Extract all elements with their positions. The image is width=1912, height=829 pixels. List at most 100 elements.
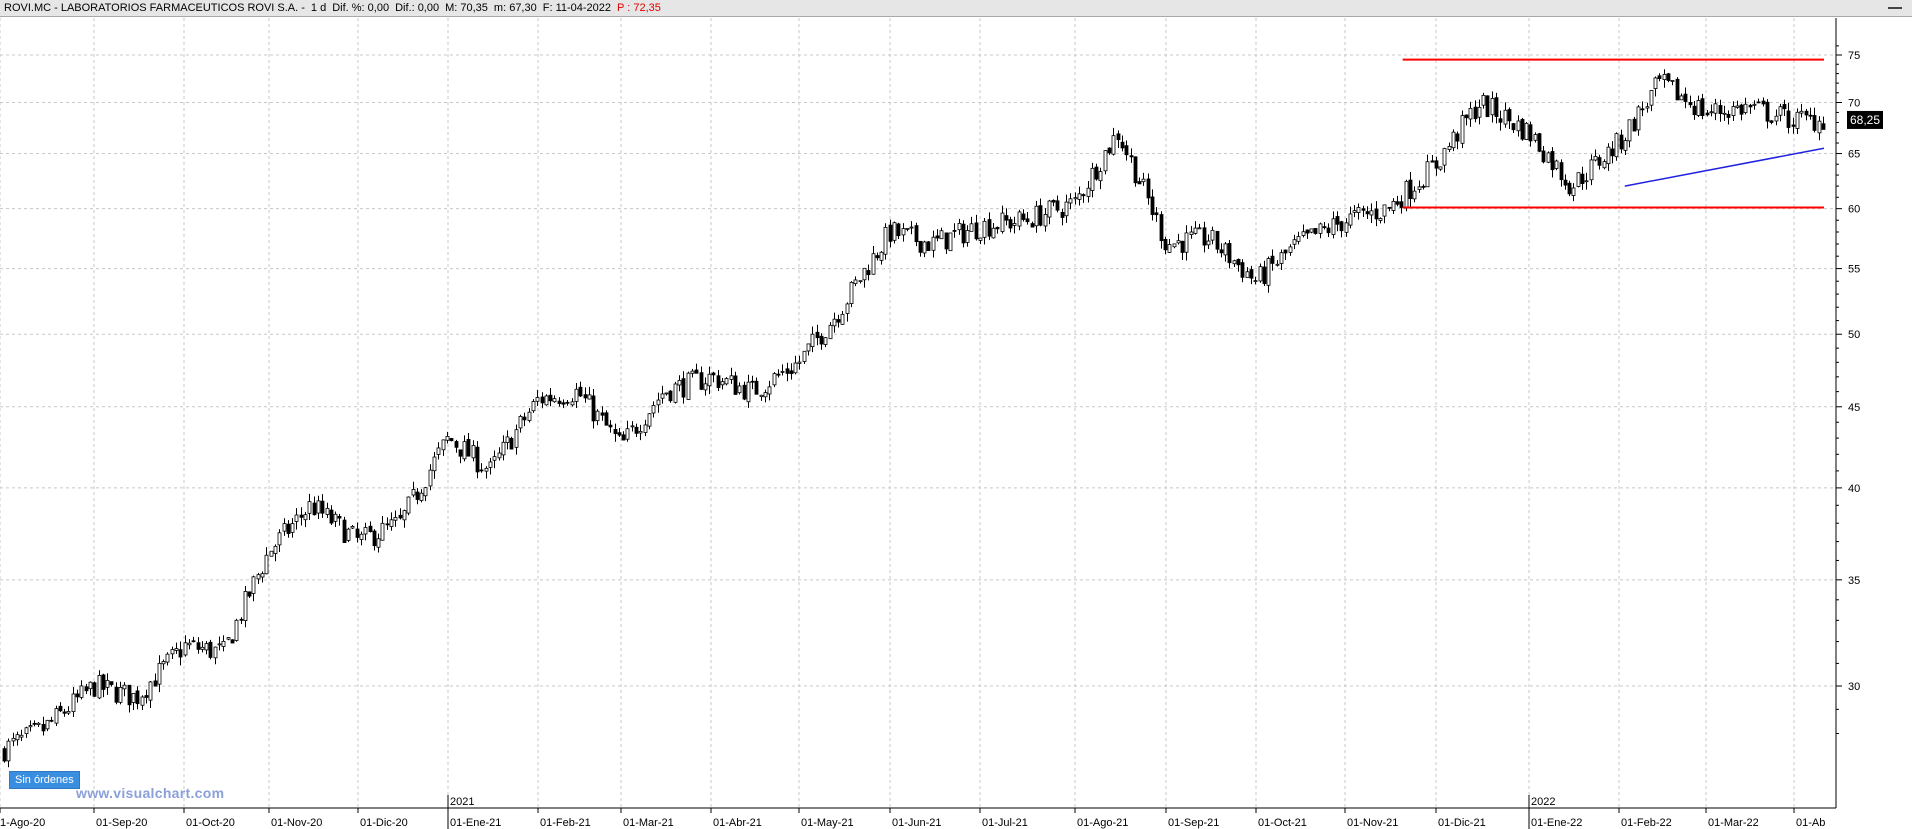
candle-body <box>1365 211 1370 215</box>
candle-body <box>853 279 858 284</box>
candle-body <box>1602 161 1607 169</box>
candle-body <box>303 514 308 521</box>
candle-body <box>1649 90 1654 106</box>
candle-body <box>681 378 686 398</box>
candle-body <box>471 444 476 459</box>
orders-badge[interactable]: Sin órdenes <box>9 771 80 789</box>
candle-body <box>1442 148 1447 166</box>
x-tick-label: 01-Ab <box>1796 817 1825 829</box>
candle-body <box>1451 131 1456 149</box>
candle-body <box>694 369 699 374</box>
candle-body <box>1528 124 1533 142</box>
candle-body <box>97 675 102 699</box>
candle-body <box>1249 269 1254 279</box>
candle-body <box>1795 111 1800 129</box>
y-tick-label: 65 <box>1848 149 1860 161</box>
trendline <box>1624 147 1825 187</box>
candle-body <box>583 394 588 399</box>
candle-body <box>114 686 119 703</box>
candle-body <box>965 230 970 243</box>
candle-body <box>1782 104 1787 110</box>
candle-body <box>1352 210 1357 213</box>
candle-body <box>1576 172 1581 187</box>
candle-body <box>570 401 575 406</box>
x-tick-label: 01-Dic-21 <box>1438 817 1486 829</box>
candle-body <box>204 643 209 651</box>
candle-body <box>660 393 665 399</box>
candle-body <box>1705 112 1710 116</box>
candle-body <box>926 241 931 252</box>
candle-body <box>729 375 734 380</box>
x-tick-label: 01-Mar-21 <box>623 817 674 829</box>
candle-body <box>1571 187 1576 196</box>
candle-body <box>1743 103 1748 114</box>
candle-body <box>1417 186 1422 190</box>
candle-body <box>1236 258 1241 266</box>
candle-body <box>832 318 837 327</box>
x-tick-label: 01-Ene-21 <box>450 817 501 829</box>
candle-body <box>191 640 196 643</box>
candle-body <box>810 333 815 348</box>
candle-body <box>45 719 50 730</box>
candle-body <box>406 496 411 514</box>
candle-body <box>1485 95 1490 118</box>
candle-body <box>875 255 880 259</box>
candle-body <box>153 680 158 687</box>
candle-body <box>896 223 901 237</box>
candle-body <box>892 222 897 241</box>
candle-body <box>1731 106 1736 116</box>
candle-body <box>1361 208 1366 211</box>
candle-body <box>260 573 265 578</box>
y-tick-label: 30 <box>1848 681 1860 693</box>
candle-body <box>290 523 295 533</box>
candle-body <box>1103 150 1108 172</box>
candle-body <box>905 227 910 230</box>
candle-body <box>767 386 772 395</box>
candle-body <box>436 447 441 455</box>
candle-body <box>398 514 403 519</box>
candle-body <box>71 693 76 713</box>
candle-body <box>84 686 89 692</box>
minimize-icon[interactable] <box>1888 4 1904 12</box>
candle-body <box>1404 180 1409 209</box>
candle-body <box>548 394 553 402</box>
candle-body <box>995 226 1000 230</box>
candle-body <box>1391 200 1396 211</box>
candle-body <box>1589 159 1594 181</box>
candle-body <box>1520 119 1525 140</box>
candle-body <box>66 710 71 714</box>
candle-body <box>226 637 231 640</box>
candle-body <box>1735 105 1740 108</box>
candle-body <box>1597 157 1602 166</box>
candle-body <box>196 642 201 650</box>
candle-body <box>144 695 149 698</box>
candle-body <box>101 674 106 690</box>
candle-body <box>909 226 914 229</box>
candle-body <box>866 270 871 276</box>
x-tick-label: 01-Ago-21 <box>1077 817 1128 829</box>
candle-body <box>720 381 725 386</box>
candle-body <box>789 370 794 375</box>
candle-body <box>1133 156 1138 184</box>
candle-body <box>531 401 536 412</box>
candle-body <box>118 686 123 703</box>
candle-body <box>1761 100 1766 105</box>
candle-body <box>1215 230 1220 250</box>
candle-body <box>1253 280 1258 282</box>
candle-body <box>1657 75 1662 80</box>
candle-body <box>1331 218 1336 235</box>
candle-body <box>183 642 188 656</box>
candle-body <box>213 646 218 659</box>
candle-body <box>1335 216 1340 225</box>
candle-body <box>178 649 183 658</box>
candle-body <box>797 361 802 364</box>
candle-body <box>1817 120 1822 134</box>
candle-body <box>888 224 893 242</box>
candle-body <box>1675 78 1680 101</box>
current-price-tag: 68,25 <box>1847 110 1883 129</box>
candle-body <box>1348 213 1353 226</box>
candle-body <box>552 398 557 403</box>
x-tick-label: 1-Ago-20 <box>0 817 45 829</box>
candle-body <box>28 725 33 728</box>
